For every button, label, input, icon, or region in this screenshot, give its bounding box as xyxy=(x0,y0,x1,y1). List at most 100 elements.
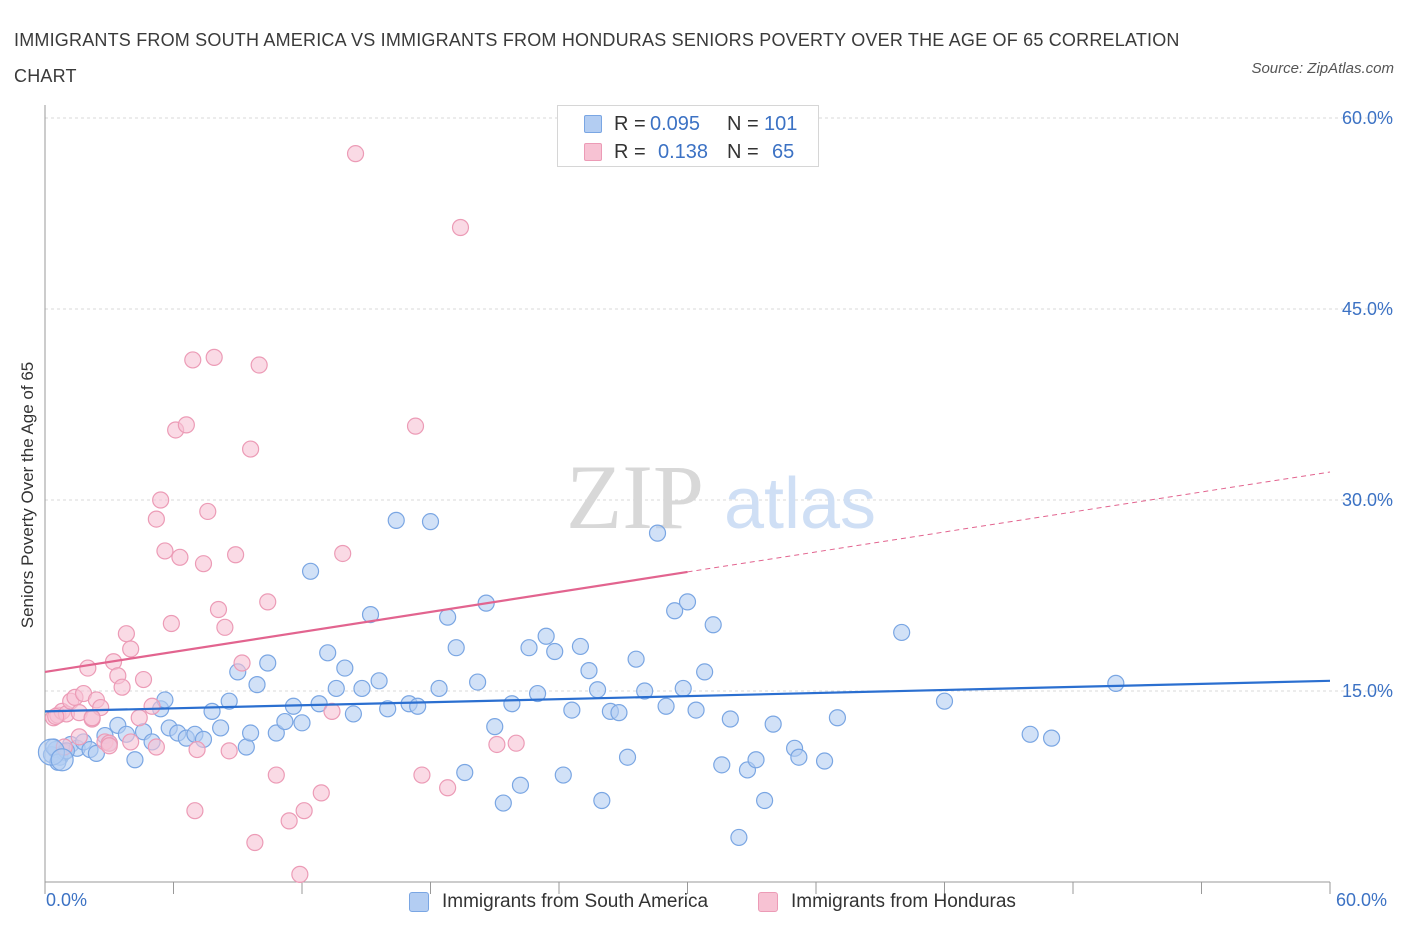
point-honduras xyxy=(250,356,268,374)
y-tick-label: 15.0% xyxy=(1342,681,1393,701)
bottom-legend-label: Immigrants from Honduras xyxy=(791,891,1016,912)
legend-swatch-south-america xyxy=(584,115,602,133)
y-tick-label: 45.0% xyxy=(1342,299,1393,319)
point-honduras xyxy=(186,802,204,820)
point-honduras xyxy=(188,740,206,759)
point-honduras xyxy=(79,659,97,677)
point-south-america xyxy=(618,748,637,766)
point-south-america xyxy=(935,692,954,710)
bottom-legend-swatch-honduras xyxy=(758,892,778,912)
point-south-america xyxy=(370,672,388,690)
x-tick-label-min: 0.0% xyxy=(46,890,88,910)
legend-n-label: N = xyxy=(727,113,759,135)
point-south-america xyxy=(503,695,521,713)
point-honduras xyxy=(143,697,161,715)
point-south-america xyxy=(212,719,230,737)
point-honduras xyxy=(259,593,277,611)
point-south-america xyxy=(678,593,697,611)
point-honduras xyxy=(156,542,174,560)
point-south-america xyxy=(421,513,440,531)
point-south-america xyxy=(563,701,581,719)
legend-r-value: 0.138 xyxy=(658,141,709,163)
point-south-america xyxy=(721,710,739,728)
point-south-america xyxy=(301,562,320,580)
point-south-america xyxy=(276,712,294,731)
point-south-america xyxy=(580,662,598,680)
point-south-america xyxy=(713,756,731,774)
point-south-america xyxy=(203,702,221,720)
point-south-america xyxy=(1107,674,1125,692)
point-south-america xyxy=(469,673,487,691)
point-honduras xyxy=(295,802,313,820)
point-honduras xyxy=(134,670,153,689)
point-south-america xyxy=(259,654,277,672)
point-honduras xyxy=(147,738,165,756)
point-south-america xyxy=(747,751,765,769)
point-honduras xyxy=(122,640,140,658)
point-south-america xyxy=(379,700,397,718)
point-south-america xyxy=(696,663,714,681)
point-honduras xyxy=(413,766,431,784)
point-south-america xyxy=(267,724,285,742)
point-honduras xyxy=(488,735,506,754)
point-honduras xyxy=(199,502,217,521)
point-honduras xyxy=(122,733,140,751)
point-south-america xyxy=(636,682,654,700)
point-honduras xyxy=(451,218,470,237)
point-south-america xyxy=(87,744,106,762)
point-south-america xyxy=(336,659,354,677)
point-south-america xyxy=(893,623,911,642)
y-tick-label: 30.0% xyxy=(1342,490,1393,510)
point-south-america xyxy=(494,794,512,812)
point-south-america xyxy=(409,697,427,715)
point-honduras xyxy=(439,779,457,797)
trend-lines xyxy=(44,471,1331,713)
point-south-america xyxy=(319,644,337,662)
point-south-america xyxy=(344,705,362,723)
point-south-america xyxy=(242,724,260,742)
point-south-america xyxy=(126,751,144,769)
point-south-america xyxy=(520,639,538,657)
point-honduras xyxy=(406,417,425,435)
point-honduras xyxy=(184,351,202,369)
point-south-america xyxy=(815,752,834,770)
point-honduras xyxy=(177,416,195,434)
point-honduras xyxy=(83,709,101,727)
correlation-legend: R = 0.095 N = 101 R = 0.138 N = 65 xyxy=(557,105,819,167)
point-honduras xyxy=(47,707,65,726)
point-honduras xyxy=(291,865,309,883)
point-south-america xyxy=(456,763,474,782)
point-honduras xyxy=(209,600,228,619)
point-south-america xyxy=(361,605,380,624)
point-south-america xyxy=(546,642,564,661)
point-south-america xyxy=(1042,729,1061,747)
point-honduras xyxy=(220,742,238,760)
point-south-america xyxy=(439,608,457,626)
point-south-america xyxy=(674,679,692,698)
point-south-america xyxy=(704,616,722,634)
point-honduras xyxy=(233,654,251,672)
point-south-america xyxy=(571,637,590,656)
point-honduras xyxy=(162,614,180,633)
legend-swatch-honduras xyxy=(584,143,602,161)
point-south-america xyxy=(387,511,405,529)
point-honduras xyxy=(205,348,223,366)
legend-r-value: 0.095 xyxy=(650,113,701,135)
point-south-america xyxy=(687,701,705,719)
point-honduras xyxy=(147,510,165,528)
source-label: Source: ZipAtlas.com xyxy=(1251,60,1394,77)
y-tick-labels: 15.0% 30.0% 45.0% 60.0% xyxy=(1342,108,1393,701)
point-honduras xyxy=(242,440,260,458)
point-honduras xyxy=(267,766,285,784)
point-south-america xyxy=(648,524,667,542)
point-honduras xyxy=(216,618,234,636)
point-south-america xyxy=(790,748,808,766)
bottom-legend-swatch-south-america xyxy=(409,892,429,912)
legend-r-label: R = xyxy=(614,141,646,163)
point-south-america xyxy=(353,679,371,698)
point-honduras xyxy=(194,555,213,573)
watermark-atlas: atlas xyxy=(724,464,876,544)
bottom-legend-label: Immigrants from South America xyxy=(442,891,709,912)
trend-line-south-america xyxy=(44,679,1331,713)
